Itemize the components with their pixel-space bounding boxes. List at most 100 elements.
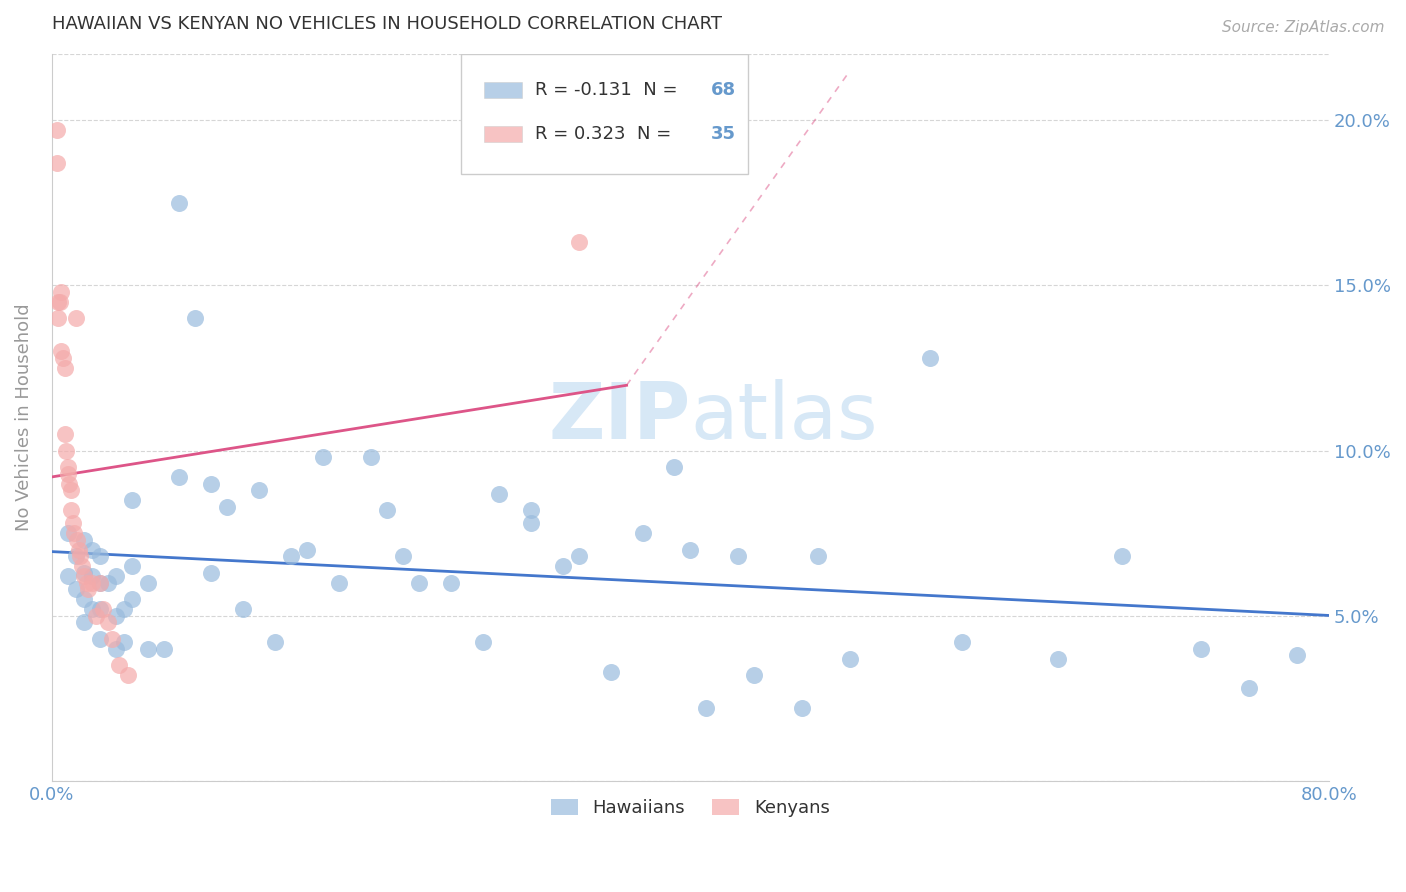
- Point: [48, 294, 70, 309]
- Point: [58, 476, 80, 491]
- Point: [297, 542, 319, 557]
- Point: [169, 195, 191, 210]
- Point: [471, 635, 494, 649]
- Point: [104, 641, 127, 656]
- Point: [232, 602, 254, 616]
- Point: [59, 483, 82, 498]
- Point: [65, 582, 87, 597]
- Text: Source: ZipAtlas.com: Source: ZipAtlas.com: [1222, 20, 1385, 35]
- Point: [46, 294, 69, 309]
- Point: [86, 608, 108, 623]
- Point: [97, 615, 120, 630]
- Point: [742, 668, 765, 682]
- Point: [727, 549, 749, 564]
- Point: [101, 632, 124, 646]
- Point: [200, 476, 222, 491]
- Point: [312, 450, 335, 465]
- Point: [80, 569, 103, 583]
- Point: [89, 575, 111, 590]
- Point: [56, 467, 79, 481]
- Point: [55, 443, 77, 458]
- Point: [104, 608, 127, 623]
- Point: [80, 575, 103, 590]
- Text: 35: 35: [711, 125, 735, 143]
- Point: [97, 575, 120, 590]
- Point: [80, 602, 103, 616]
- Text: atlas: atlas: [690, 379, 877, 456]
- Point: [56, 526, 79, 541]
- Point: [89, 632, 111, 646]
- Point: [152, 641, 174, 656]
- Point: [73, 615, 96, 630]
- Point: [76, 575, 98, 590]
- Point: [45, 123, 67, 137]
- Point: [1046, 651, 1069, 665]
- Point: [839, 651, 862, 665]
- Point: [392, 549, 415, 564]
- Point: [112, 602, 135, 616]
- Point: [91, 602, 114, 616]
- Text: 68: 68: [711, 81, 735, 99]
- Point: [65, 549, 87, 564]
- Point: [65, 311, 87, 326]
- Point: [664, 460, 686, 475]
- Point: [1189, 641, 1212, 656]
- Point: [375, 503, 398, 517]
- Point: [51, 285, 73, 299]
- Point: [108, 658, 131, 673]
- Point: [440, 575, 463, 590]
- Point: [247, 483, 270, 498]
- Point: [568, 549, 591, 564]
- Point: [568, 235, 591, 250]
- Point: [1111, 549, 1133, 564]
- Point: [46, 311, 69, 326]
- Point: [136, 641, 159, 656]
- Point: [679, 542, 702, 557]
- Point: [264, 635, 287, 649]
- Point: [73, 592, 96, 607]
- Point: [169, 470, 191, 484]
- Point: [520, 516, 543, 531]
- Point: [200, 566, 222, 580]
- Point: [1239, 681, 1261, 696]
- Point: [328, 575, 350, 590]
- Point: [70, 559, 93, 574]
- FancyBboxPatch shape: [461, 54, 748, 174]
- Point: [89, 602, 111, 616]
- Point: [408, 575, 430, 590]
- Bar: [484, 126, 522, 142]
- Point: [67, 542, 90, 557]
- Text: ZIP: ZIP: [548, 379, 690, 456]
- Point: [599, 665, 621, 679]
- Point: [89, 549, 111, 564]
- Point: [56, 460, 79, 475]
- Point: [918, 351, 941, 365]
- Text: R = 0.323  N =: R = 0.323 N =: [534, 125, 676, 143]
- Point: [631, 526, 654, 541]
- Point: [217, 500, 239, 514]
- Point: [280, 549, 302, 564]
- Point: [73, 566, 96, 580]
- Point: [45, 156, 67, 170]
- Point: [112, 635, 135, 649]
- Point: [89, 575, 111, 590]
- Point: [66, 533, 89, 547]
- Text: HAWAIIAN VS KENYAN NO VEHICLES IN HOUSEHOLD CORRELATION CHART: HAWAIIAN VS KENYAN NO VEHICLES IN HOUSEH…: [52, 15, 721, 33]
- Point: [117, 668, 139, 682]
- Point: [73, 569, 96, 583]
- Point: [62, 516, 84, 531]
- Point: [52, 351, 75, 365]
- Point: [56, 569, 79, 583]
- Point: [950, 635, 973, 649]
- Point: [53, 427, 76, 442]
- Point: [51, 344, 73, 359]
- Point: [77, 582, 100, 597]
- Point: [63, 526, 86, 541]
- Point: [1286, 648, 1309, 663]
- Point: [807, 549, 830, 564]
- Text: R = -0.131  N =: R = -0.131 N =: [534, 81, 683, 99]
- Point: [73, 533, 96, 547]
- Point: [520, 503, 543, 517]
- Y-axis label: No Vehicles in Household: No Vehicles in Household: [15, 303, 32, 532]
- Legend: Hawaiians, Kenyans: Hawaiians, Kenyans: [543, 790, 839, 827]
